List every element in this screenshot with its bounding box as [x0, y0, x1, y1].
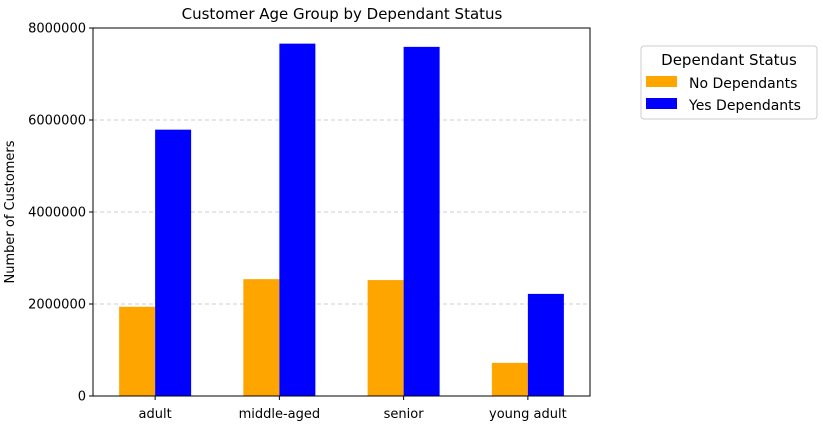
- bar-yes-dependants-senior: [403, 46, 440, 397]
- y-tick-label: 6000000: [28, 114, 86, 129]
- legend-label: Yes Dependants: [688, 98, 801, 114]
- bar-yes-dependants-middle-aged: [279, 43, 316, 396]
- bar-yes-dependants-young-adult: [527, 293, 564, 396]
- x-tick-label: adult: [139, 407, 172, 422]
- y-tick-label: 8000000: [28, 22, 86, 37]
- x-tick-label: middle-aged: [239, 407, 321, 422]
- y-axis-label: Number of Customers: [3, 140, 18, 283]
- y-tick-label: 4000000: [28, 206, 86, 221]
- y-tick-label: 0: [78, 390, 86, 405]
- y-tick-label: 2000000: [28, 298, 86, 313]
- legend-title: Dependant Status: [661, 51, 797, 69]
- legend: Dependant Status No Dependants Yes Depend…: [640, 45, 818, 120]
- x-tick-label: senior: [384, 407, 425, 422]
- bar-no-dependants-adult: [119, 306, 156, 396]
- legend-swatch: [646, 98, 677, 109]
- bar-yes-dependants-adult: [155, 129, 192, 396]
- x-tick-label: young adult: [489, 407, 567, 422]
- bar-no-dependants-senior: [367, 280, 404, 396]
- chart-title: Customer Age Group by Dependant Status: [182, 5, 503, 23]
- bar-no-dependants-young-adult: [491, 362, 528, 396]
- legend-swatch: [646, 76, 677, 87]
- bar-no-dependants-middle-aged: [243, 279, 280, 396]
- legend-label: No Dependants: [689, 76, 797, 92]
- legend-frame: [640, 45, 818, 120]
